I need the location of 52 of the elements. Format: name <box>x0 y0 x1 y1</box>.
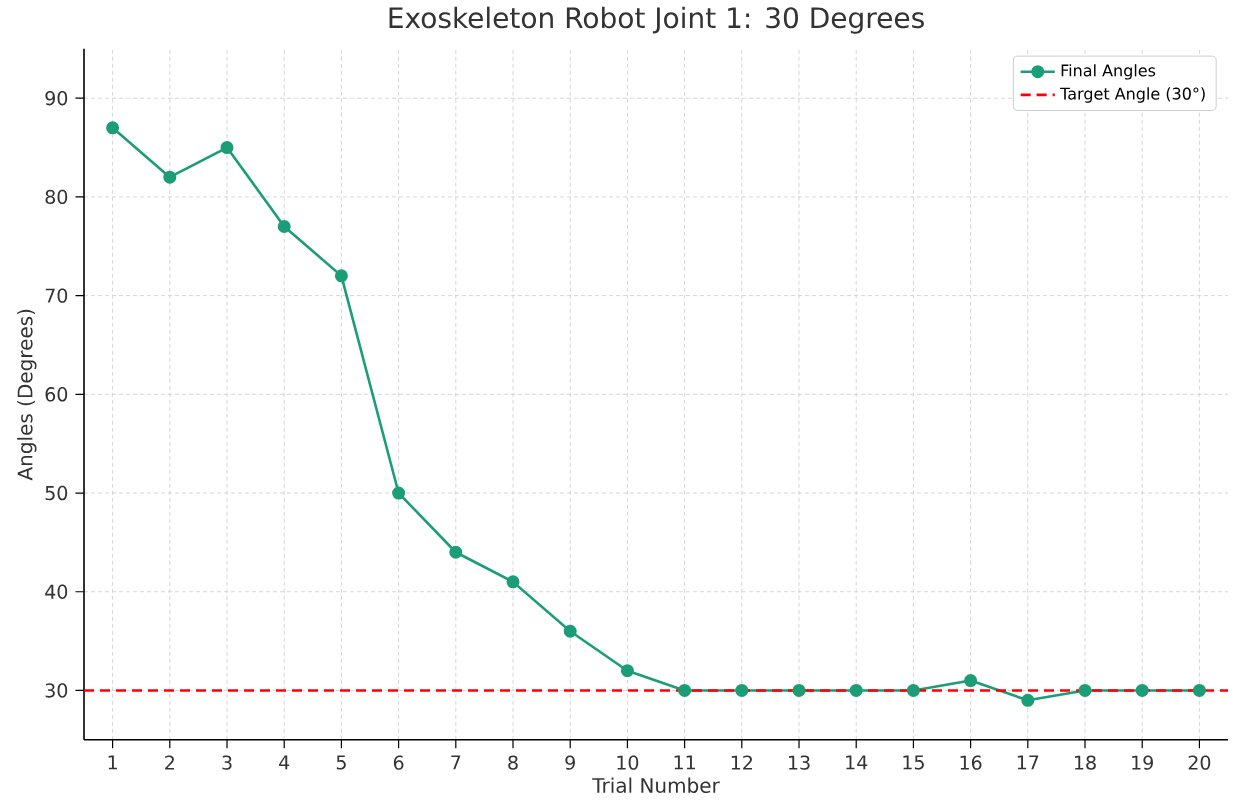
x-tick-label: 7 <box>451 755 461 770</box>
point <box>620 664 634 678</box>
x-tick-label: 20 <box>1188 755 1211 770</box>
point <box>964 674 978 688</box>
point <box>906 684 920 698</box>
y-tick-label: 70 <box>45 288 68 303</box>
x-tick-label: 8 <box>508 755 518 770</box>
point <box>849 684 863 698</box>
y-tick-label: 90 <box>45 91 68 106</box>
y-tick-label: 40 <box>45 584 68 600</box>
point <box>678 684 692 698</box>
x-tick-label: 14 <box>846 755 868 770</box>
x-tick-label: 3 <box>222 755 232 770</box>
x-tick-label: 5 <box>336 755 346 770</box>
x-tick-label: 4 <box>279 755 290 770</box>
point <box>392 486 406 500</box>
point <box>1021 693 1035 707</box>
x-tick-label: 11 <box>674 755 695 770</box>
point <box>1192 684 1206 698</box>
point <box>106 121 120 135</box>
point <box>220 141 234 155</box>
point <box>1078 684 1092 698</box>
point <box>449 545 463 559</box>
point <box>563 624 577 638</box>
x-tick-label: 6 <box>393 755 404 770</box>
y-tick-label: 80 <box>45 189 68 205</box>
x-tick-label: 18 <box>1075 755 1096 770</box>
point <box>792 684 806 698</box>
x-tick-label: 13 <box>789 755 810 770</box>
point <box>163 170 177 184</box>
x-tick-label: 1 <box>108 755 117 770</box>
x-tick-label: 15 <box>903 755 924 770</box>
legend-label: Target Angle (30°) <box>1060 87 1205 103</box>
y-axis-title: Angles (Degrees) <box>17 309 37 481</box>
x-tick-label: 16 <box>960 755 982 770</box>
chart-title: Exoskeleton Robot Joint 1: 30 Degrees <box>389 6 924 34</box>
x-tick-label: 10 <box>617 755 639 770</box>
point <box>277 220 291 234</box>
point <box>1135 684 1149 698</box>
point <box>334 269 348 283</box>
x-tick-label: 12 <box>731 755 752 770</box>
y-tick-label: 30 <box>45 683 68 698</box>
x-axis-title: Trial Number <box>592 777 720 794</box>
x-tick-label: 19 <box>1132 755 1153 770</box>
point <box>506 575 520 589</box>
legend-label: Final Angles <box>1061 64 1156 80</box>
y-tick-label: 50 <box>45 485 68 501</box>
point <box>735 684 749 698</box>
x-tick-label: 17 <box>1017 755 1039 770</box>
y-tick-label: 60 <box>45 387 68 402</box>
x-tick-label: 9 <box>565 755 575 770</box>
x-tick-label: 2 <box>165 755 174 770</box>
